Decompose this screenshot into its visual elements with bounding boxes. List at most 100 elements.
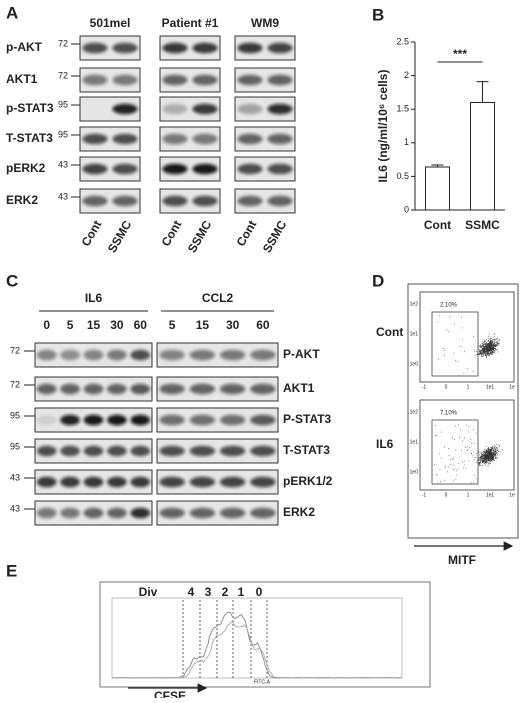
blot-band	[82, 74, 108, 86]
blot-band	[189, 414, 216, 426]
condition-label: SSMC	[105, 218, 135, 255]
panel-label: E	[6, 561, 17, 580]
treatment-label: IL6	[85, 291, 103, 305]
y-tick-label: 2	[404, 70, 409, 80]
protein-label: T-STAT3	[283, 443, 330, 457]
panel-label: B	[372, 5, 384, 24]
blot-band	[82, 195, 108, 207]
blot-band	[267, 74, 293, 86]
blot-band	[192, 42, 218, 54]
blot-band	[219, 445, 246, 457]
blot-band	[192, 74, 218, 86]
gate-label: 7.10%	[440, 411, 458, 417]
blot-band	[219, 414, 246, 426]
division-label: 4	[188, 585, 195, 599]
blot-band	[159, 476, 185, 488]
flow-y-tick: 1e2	[410, 409, 419, 415]
blot-band	[112, 42, 138, 54]
blot-band	[162, 163, 188, 175]
condition-label: SSMC	[185, 218, 215, 255]
blot-band	[159, 383, 185, 395]
timepoint-label: 60	[134, 318, 148, 332]
flow-events	[434, 423, 503, 485]
bar	[425, 166, 450, 211]
blot-band	[107, 349, 127, 361]
gate	[431, 311, 479, 377]
blot-band	[267, 133, 293, 145]
blot-band	[192, 163, 218, 175]
timepoint-label: 30	[110, 318, 124, 332]
blot-band	[36, 349, 57, 361]
y-tick-label: 1	[404, 137, 409, 147]
blot-band	[112, 133, 138, 145]
cell-line-label: 501mel	[90, 16, 131, 30]
timepoint-label: 5	[169, 318, 176, 332]
protein-label: T-STAT3	[6, 131, 53, 145]
y-tick-label: 1.5	[396, 104, 409, 114]
x-tick-label: Cont	[424, 218, 451, 232]
flow-plot	[419, 399, 515, 491]
flow-x-tick: 1e1	[486, 384, 495, 390]
y-axis-label: IL6 (ng/ml/10⁶ cells)	[376, 70, 390, 183]
blot-band	[130, 445, 151, 457]
flow-y-tick: 1e1	[410, 331, 419, 337]
y-tick-label: 0.5	[396, 171, 409, 181]
blot-band	[107, 414, 127, 426]
blot-band	[237, 195, 263, 207]
blot-band	[237, 42, 263, 54]
blot-band	[83, 349, 104, 361]
protein-label: P-AKT	[283, 347, 320, 361]
blot-band	[250, 383, 276, 395]
blot-band	[82, 163, 108, 175]
blot-band	[112, 195, 138, 207]
blot-band	[162, 74, 188, 86]
blot-band	[267, 42, 293, 54]
blot-band	[267, 103, 293, 115]
blot-band	[250, 414, 276, 426]
blot-band	[36, 383, 57, 395]
blot-band	[162, 42, 188, 54]
condition-label: SSMC	[260, 218, 290, 255]
mw-label: 43	[10, 503, 20, 513]
flow-plot	[419, 291, 515, 383]
flow-y-tick: 1e0	[410, 361, 419, 367]
blot-band	[267, 195, 293, 207]
timepoint-label: 15	[87, 318, 101, 332]
x-axis-label: MITF	[448, 553, 476, 567]
blot-band	[130, 414, 151, 426]
blot-band	[112, 103, 138, 115]
blot-band	[112, 74, 138, 86]
mw-label: 95	[58, 129, 68, 139]
blot-band	[219, 507, 246, 519]
x-axis-label: CFSE	[154, 689, 186, 698]
histogram-frame	[99, 581, 431, 688]
timepoint-label: 15	[196, 318, 210, 332]
blot-band	[36, 414, 57, 426]
blot-band	[83, 507, 104, 519]
blot-band	[159, 414, 185, 426]
channel-label: FITC-A	[254, 679, 271, 685]
blot-band	[159, 507, 185, 519]
y-tick-label: 0	[404, 204, 409, 214]
timepoint-label: 0	[43, 318, 50, 332]
protein-label: pERK1/2	[283, 474, 333, 488]
mw-label: 72	[58, 38, 68, 48]
protein-label: p-AKT	[6, 40, 43, 54]
blot-band	[36, 507, 57, 519]
blot-band	[250, 445, 276, 457]
division-label: 0	[256, 585, 263, 599]
blot-band	[192, 195, 218, 207]
blot-band	[159, 349, 185, 361]
blot-band	[192, 103, 218, 115]
flow-y-tick: 1e0	[410, 469, 419, 475]
mw-label: 95	[10, 410, 20, 420]
histogram-trace	[111, 621, 402, 679]
treatment-label: CCL2	[202, 291, 234, 305]
flow-x-tick: 1	[467, 492, 470, 498]
blot-band	[267, 163, 293, 175]
protein-label: P-STAT3	[283, 412, 332, 426]
timepoint-label: 60	[256, 318, 270, 332]
blot-band	[36, 476, 57, 488]
blot-band	[60, 383, 80, 395]
